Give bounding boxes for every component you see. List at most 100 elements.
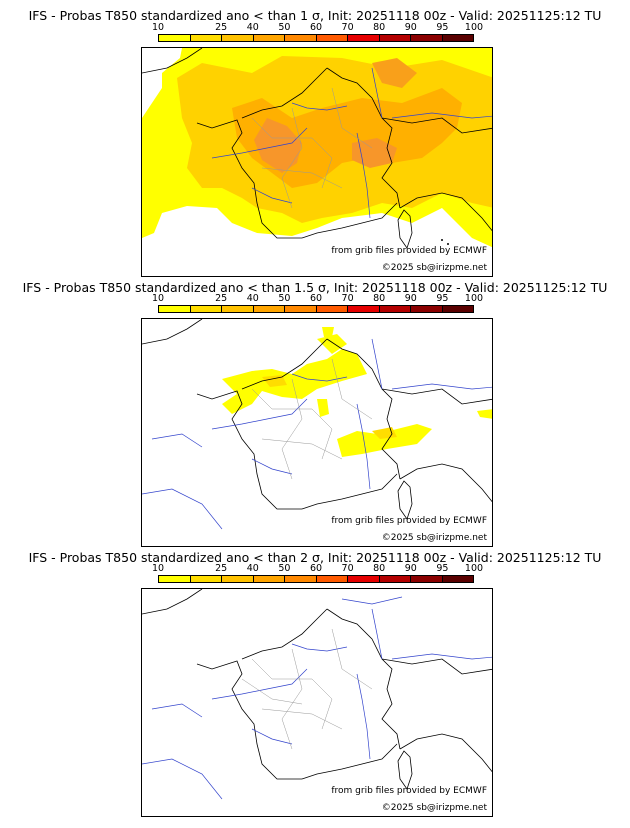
credit-source: from grib files provided by ECMWF [331,516,487,526]
region-border [281,107,303,209]
credit-source: from grib files provided by ECMWF [331,786,487,796]
region-border [331,87,373,149]
colorbar-tick-label: 90 [404,293,417,304]
river-loire [211,668,308,700]
colorbar-swatch [348,576,380,582]
prob-field-50c [372,58,417,88]
river-iberia [142,488,223,530]
corsica [397,480,413,520]
colorbar-swatch [411,576,443,582]
river-north [341,596,403,605]
border-alps [381,117,492,134]
region-border [331,628,373,690]
river-danube [391,653,492,660]
colorbar-tick-label: 100 [464,563,484,574]
coastline-france-west [196,119,302,239]
border-france-east [326,338,401,480]
colorbar-tick-label: 10 [151,22,165,33]
coastline-france-west [196,390,302,510]
colorbar-swatch [222,576,254,582]
prob-field-10 [317,334,347,354]
river-rhine [371,338,383,390]
credit-copyright: ©2025 sb@irizpme.net [381,263,487,273]
colorbar-tick-label: 40 [246,563,259,574]
credit-source: from grib files provided by ECMWF [331,246,487,256]
colorbar-tick-label: 50 [278,22,291,33]
colorbar-swatch [253,306,285,312]
corsica [397,209,413,249]
colorbar-tick-label: 40 [246,22,259,33]
colorbar-tick-label: 80 [373,22,386,33]
colorbar-tick-label: 50 [278,563,291,574]
river-seine [291,643,348,652]
region-border [281,648,303,750]
colorbar-swatch [411,306,443,312]
coastline-italy [399,192,492,232]
colorbar-swatch [285,35,317,41]
colorbar-tick-label: 80 [373,563,386,574]
colorbar-tick-label: 70 [341,22,354,33]
island [447,243,449,245]
region-border [331,358,373,420]
region-border [251,658,333,730]
coastline [142,48,203,74]
coastline-med [301,743,398,780]
colorbar: 10 25 40 50 60 70 80 90 95 100 [152,22,483,45]
colorbar-swatch [348,35,380,41]
coastline-france-west [196,660,302,780]
colorbar-swatch [442,576,473,582]
credit-copyright: ©2025 sb@irizpme.net [381,803,487,813]
region-border [261,167,343,189]
region-border [261,708,343,730]
colorbar-tick-label: 95 [436,22,449,33]
colorbar-tick-label: 70 [341,293,354,304]
prob-field-10 [317,399,329,417]
colorbar-swatches [158,575,474,583]
colorbar-tick-label: 10 [151,563,165,574]
border-france-east [326,67,401,209]
river-iberia [142,758,223,800]
colorbar: 10 25 40 50 60 70 80 90 95 100 [152,563,483,586]
colorbar-tick-label: 100 [464,293,484,304]
colorbar-swatch [316,306,348,312]
colorbar-tick-label: 90 [404,563,417,574]
colorbar-swatch [411,35,443,41]
river-garonne [251,728,293,745]
border-alps [381,388,492,405]
river-rhine [371,67,383,119]
panel-title: IFS - Probas T850 standardized ano < tha… [28,550,602,565]
region-border [261,438,343,460]
colorbar-swatch [285,306,317,312]
map-graphic [142,48,492,276]
colorbar: 10 25 40 50 60 70 80 90 95 100 [152,293,483,316]
coastline-channel [241,338,328,390]
river-rhone [356,673,371,760]
colorbar-tick-label: 40 [246,293,259,304]
region-border [251,117,333,189]
map-graphic [142,589,492,800]
probability-map: from grib files provided by ECMWF ©2025 … [141,588,493,817]
map-panel-1: IFS - Probas T850 standardized ano < tha… [0,0,630,277]
coastline-med [301,202,398,239]
credit-copyright: ©2025 sb@irizpme.net [381,533,487,543]
river-garonne [251,187,293,204]
colorbar-tick-label: 25 [215,293,228,304]
colorbar-swatch [190,35,222,41]
colorbar-swatches [158,34,474,42]
colorbar-swatch [379,306,411,312]
prob-field-10 [322,327,334,337]
colorbar-tick-label: 95 [436,563,449,574]
colorbar-swatch [285,576,317,582]
map-graphic [142,319,492,530]
prob-field-0-north [142,48,182,78]
colorbar-swatch [253,576,285,582]
probability-map: from grib files provided by ECMWF ©2025 … [141,318,493,547]
coastline-italy [399,463,492,503]
prob-field-50b [352,138,397,168]
coastline-channel [241,608,328,660]
map-panel-2: IFS - Probas T850 standardized ano < tha… [0,278,630,548]
colorbar-swatch [348,306,380,312]
colorbar-swatch [159,306,191,312]
island [441,239,443,241]
river-danube [391,383,492,390]
